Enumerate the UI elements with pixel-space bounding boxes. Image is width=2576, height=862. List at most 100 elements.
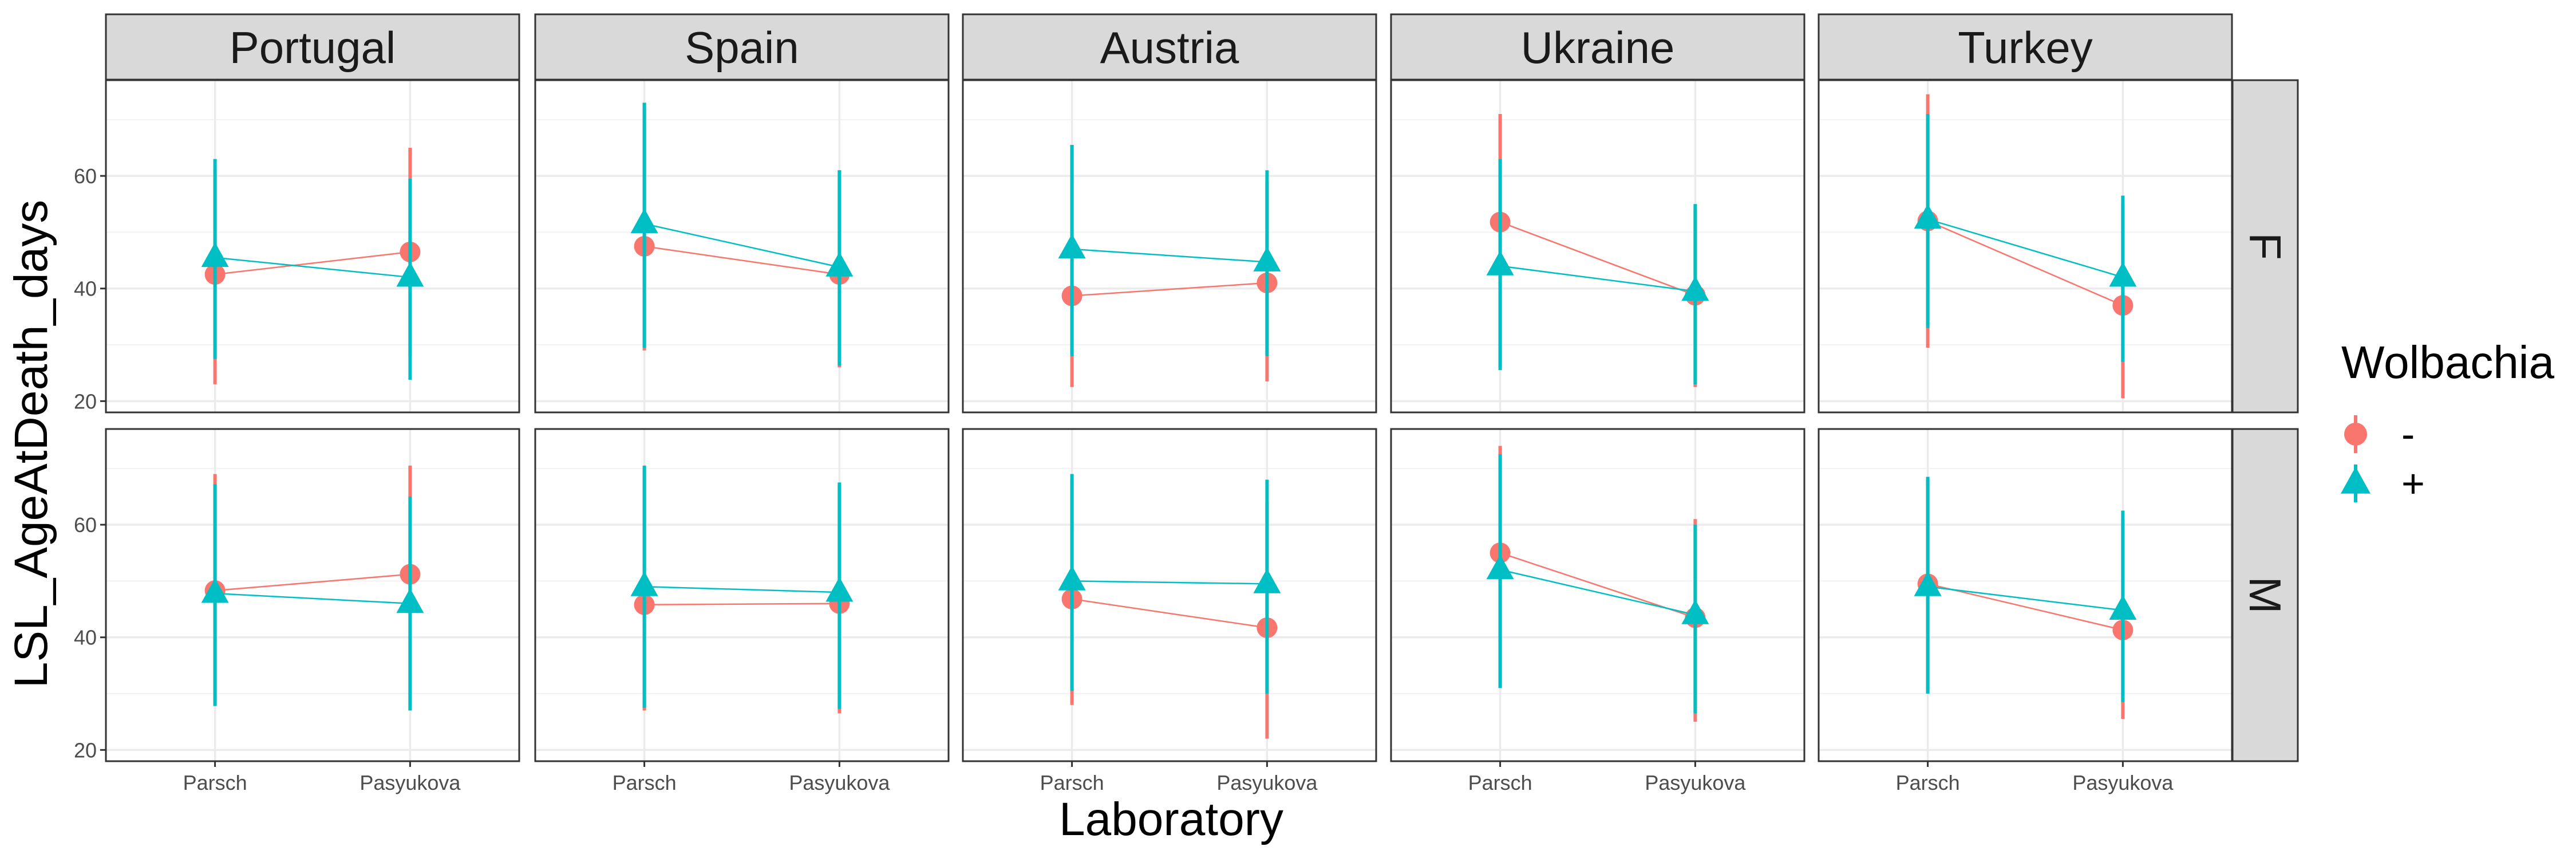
- point-triangle: [1914, 204, 1942, 229]
- facet-strip-portugal: [105, 13, 520, 81]
- y-axis-title: LSL_AgeAtDeath_days: [5, 200, 57, 688]
- point-triangle: [1058, 234, 1086, 259]
- legend-label: -: [2401, 412, 2415, 456]
- series-line: [1927, 220, 2123, 306]
- point-triangle: [630, 571, 658, 596]
- facet-label-turkey: Turkey: [1958, 22, 2093, 73]
- panel-m-austria: [963, 429, 1376, 761]
- panel-f-portugal: [106, 80, 519, 412]
- y-tick-label: 40: [74, 277, 97, 301]
- legend-key-circle: [2344, 423, 2367, 446]
- point-triangle: [825, 577, 854, 602]
- y-tick-label: 20: [74, 738, 97, 762]
- legend-title: Wolbachia: [2341, 337, 2555, 388]
- facet-strip-spain: [534, 13, 950, 81]
- panel-f-ukraine: [1391, 80, 1804, 412]
- legend-key-triangle: [2341, 467, 2370, 494]
- series-line: [215, 257, 410, 278]
- panel-border: [962, 79, 1377, 414]
- point-triangle: [1681, 599, 1709, 624]
- series-line: [1072, 580, 1267, 585]
- panel-border: [534, 428, 950, 762]
- facet-label-austria: Austria: [1100, 22, 1239, 73]
- panel-f-austria: [963, 80, 1376, 412]
- facet-label-portugal: Portugal: [230, 22, 396, 73]
- panel-m-ukraine: [1391, 429, 1804, 761]
- series-line: [215, 573, 410, 592]
- panel-border: [105, 79, 520, 414]
- panel-border: [1390, 79, 1805, 414]
- x-tick-label: Pasyukova: [2072, 771, 2174, 794]
- point-triangle: [1914, 571, 1942, 596]
- panel-m-spain: [535, 429, 949, 761]
- series-line: [1500, 221, 1696, 296]
- y-tick-label: 20: [74, 389, 97, 413]
- point-triangle: [2109, 595, 2137, 620]
- panel-m-portugal: [106, 429, 519, 761]
- series-line: [1072, 598, 1267, 629]
- series-plus: [201, 103, 2137, 714]
- x-tick-label: Parsch: [1468, 771, 1532, 794]
- series-line: [215, 592, 410, 604]
- point-triangle: [201, 578, 229, 603]
- panel-f-turkey: [1819, 80, 2232, 412]
- panel-border: [1390, 428, 1805, 762]
- point-triangle: [396, 588, 424, 613]
- panel-background: [1819, 429, 2232, 761]
- panel-background: [1819, 80, 2232, 412]
- panel-background: [963, 80, 1376, 412]
- y-tick-label: 40: [74, 626, 97, 650]
- series-line: [1927, 583, 2123, 631]
- row-label-f: F: [2240, 233, 2290, 260]
- x-tick-label: Pasyukova: [1645, 771, 1746, 794]
- y-tick-label: 60: [74, 164, 97, 188]
- panel-border: [1818, 428, 2233, 762]
- point-triangle: [201, 242, 229, 267]
- facet-strip-ukraine: [1390, 13, 1805, 81]
- x-tick-label: Parsch: [613, 771, 677, 794]
- x-tick-label: Parsch: [1896, 771, 1960, 794]
- row-label-m: M: [2240, 577, 2290, 614]
- point-triangle: [396, 262, 424, 287]
- series-line: [644, 245, 840, 275]
- series-line: [1500, 569, 1696, 616]
- series-line: [1072, 248, 1267, 263]
- point-triangle: [1486, 250, 1514, 275]
- series-line: [1072, 282, 1267, 297]
- panel-border: [1818, 79, 2233, 414]
- panel-border: [105, 428, 520, 762]
- series-line: [644, 586, 840, 593]
- point-triangle: [1486, 554, 1514, 580]
- panel-background: [535, 80, 949, 412]
- point-triangle: [825, 251, 854, 277]
- facet-label-ukraine: Ukraine: [1521, 22, 1675, 73]
- point-triangle: [1253, 568, 1281, 593]
- x-tick-label: Pasyukova: [359, 771, 461, 794]
- panel-background: [963, 429, 1376, 761]
- x-axis-title: Laboratory: [1059, 793, 1283, 845]
- point-triangle: [2109, 262, 2137, 287]
- x-tick-label: Parsch: [183, 771, 247, 794]
- x-tick-label: Pasyukova: [789, 771, 890, 794]
- series-line: [1500, 265, 1696, 292]
- x-tick-label: Parsch: [1040, 771, 1104, 794]
- point-triangle: [630, 208, 658, 234]
- facet-label-spain: Spain: [685, 22, 799, 73]
- point-triangle: [1681, 275, 1709, 301]
- panel-background: [1391, 429, 1804, 761]
- panel-border: [534, 79, 950, 414]
- panel-m-turkey: [1819, 429, 2232, 761]
- row-strip-m: [2231, 428, 2299, 762]
- panel-background: [535, 429, 949, 761]
- panel-background: [106, 80, 519, 412]
- series-line: [1927, 586, 2123, 611]
- point-triangle: [1253, 246, 1281, 271]
- y-tick-label: 60: [74, 513, 97, 537]
- legend-label: +: [2401, 461, 2425, 506]
- series-line: [644, 223, 840, 268]
- point-triangle: [1058, 565, 1086, 591]
- panel-f-spain: [535, 80, 949, 412]
- panel-border: [962, 428, 1377, 762]
